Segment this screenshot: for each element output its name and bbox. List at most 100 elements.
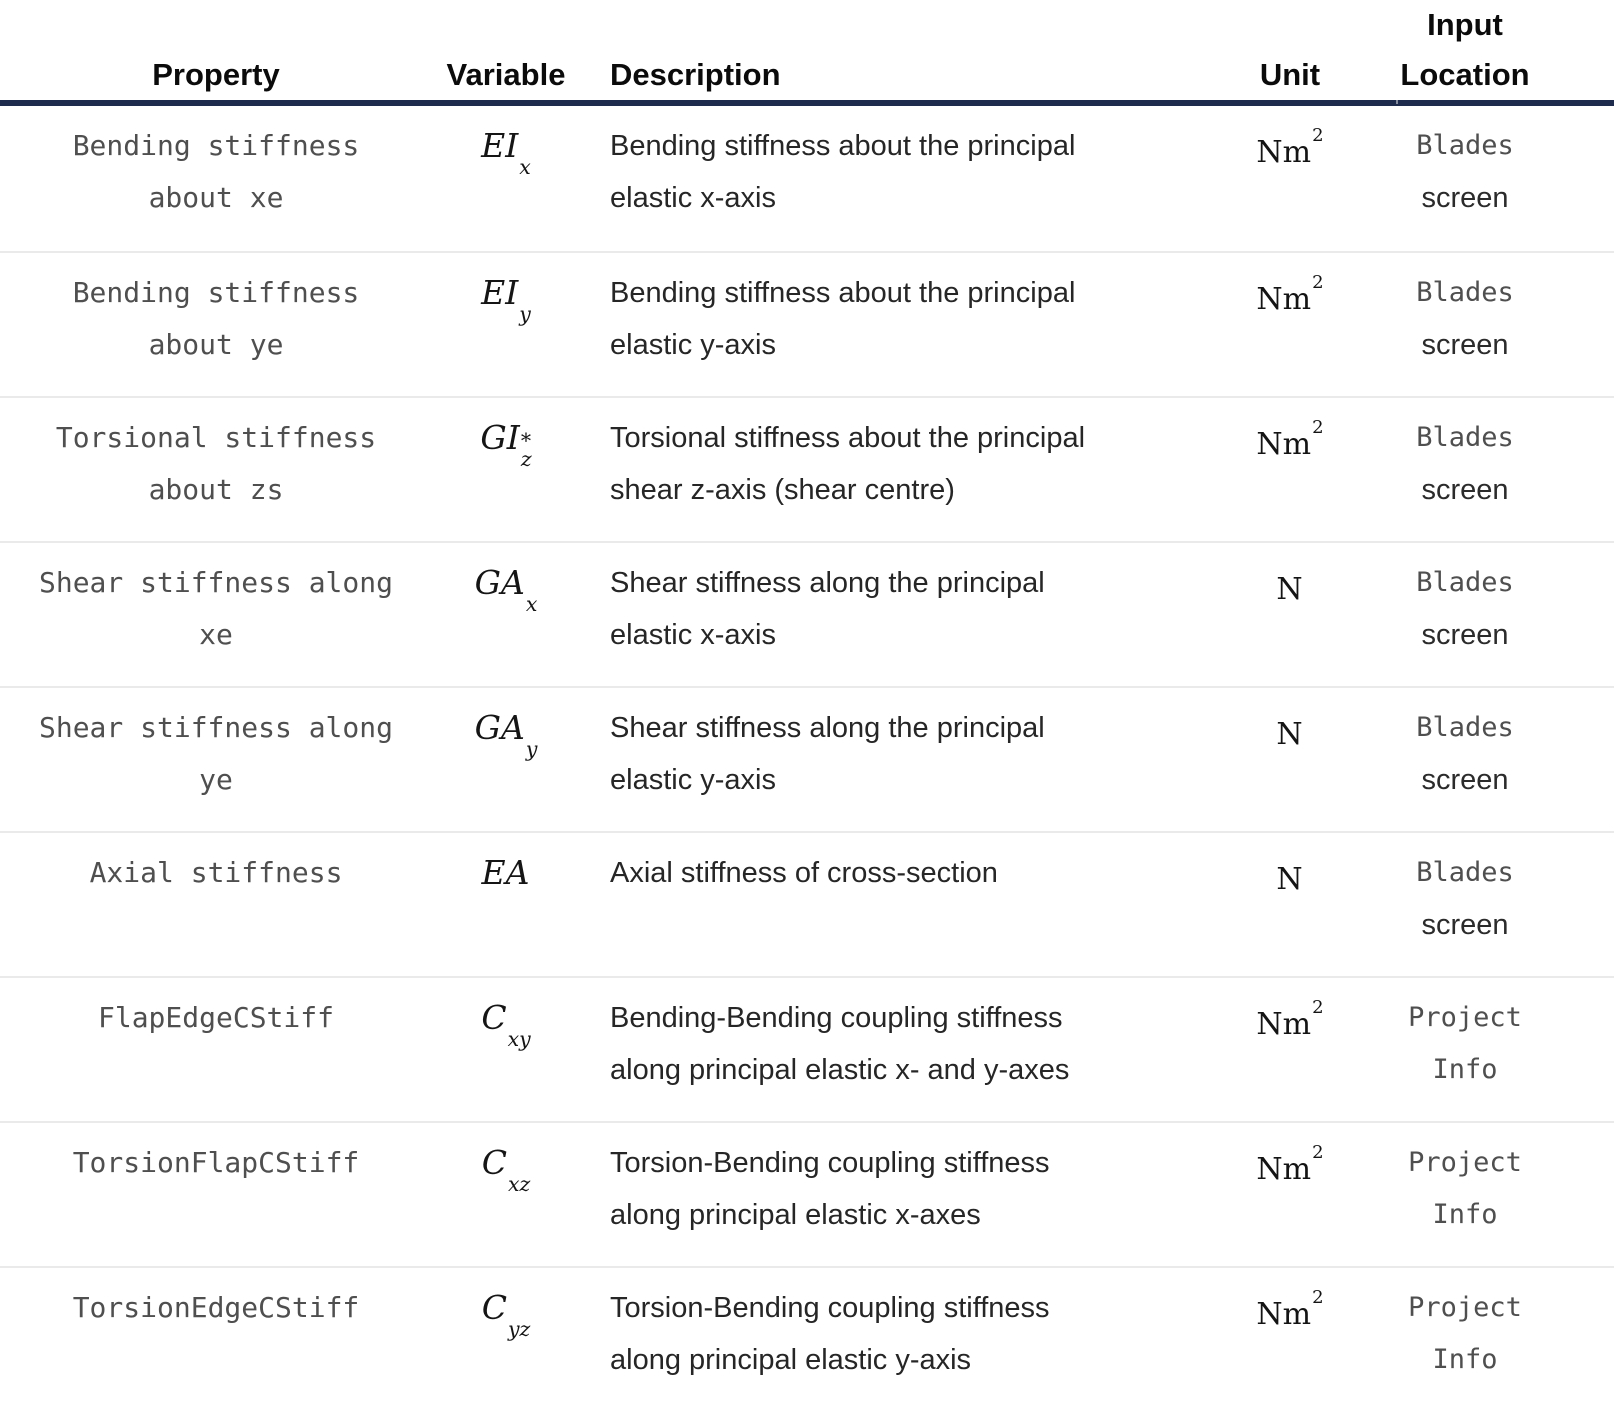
table-header-row: Property Variable Description Unit Input… <box>0 0 1614 100</box>
column-header-unit: Unit <box>1259 57 1321 92</box>
location-secondary: screen <box>1421 182 1509 214</box>
variable-base: EI <box>481 273 519 312</box>
unit-cell: N <box>1220 847 1360 966</box>
variable-scripts: * z <box>520 431 532 471</box>
unit-value: Nm2 <box>1256 125 1323 170</box>
unit-base: Nm <box>1256 1297 1312 1332</box>
unit-exponent: 2 <box>1312 272 1324 294</box>
location-primary: Blades <box>1416 130 1514 161</box>
unit-base: Nm <box>1256 427 1312 462</box>
property-cell: Axial stiffness <box>89 856 343 889</box>
variable-subscript: z <box>520 446 532 471</box>
location-primary: Project <box>1408 1292 1522 1323</box>
unit-exponent: 2 <box>1312 1287 1324 1309</box>
input-location-cell: Project Info <box>1360 992 1614 1111</box>
table-row: Shear stiffness along ye GA y Shear stiff… <box>0 686 1614 831</box>
property-cell: Bending stiffness about xe <box>72 129 360 214</box>
unit-value: Nm2 <box>1256 1142 1323 1187</box>
unit-cell: Nm2 <box>1220 412 1360 531</box>
location-primary: Project <box>1408 1002 1522 1033</box>
unit-value: Nm2 <box>1256 417 1323 462</box>
unit-cell: Nm2 <box>1220 1282 1360 1401</box>
column-header-description: Description <box>610 57 781 92</box>
variable-subscript: yz <box>507 1316 531 1341</box>
location-secondary: screen <box>1421 474 1509 506</box>
property-cell: Bending stiffness about ye <box>72 276 360 361</box>
unit-exponent: 2 <box>1312 997 1324 1019</box>
variable-cell: EA <box>432 847 580 966</box>
variable-cell: GA y <box>432 702 580 821</box>
location-secondary: Info <box>1432 1199 1498 1230</box>
unit-base: Nm <box>1256 282 1312 317</box>
variable-scripts: y <box>526 738 538 759</box>
unit-cell: Nm2 <box>1220 120 1360 241</box>
table-row: Axial stiffness EA Axial stiffness of cr… <box>0 831 1614 976</box>
description-cell: Bending stiffness about the principal el… <box>610 277 1076 361</box>
input-location-cell: Blades screen <box>1360 120 1614 241</box>
variable-symbol: GA x <box>474 563 538 614</box>
variable-symbol: GI * z <box>480 418 531 469</box>
table-body: Bending stiffness about xe EI x Bending s… <box>0 106 1614 1411</box>
unit-base: N <box>1276 717 1303 752</box>
variable-cell: GI * z <box>432 412 580 531</box>
variable-cell: EI x <box>432 120 580 241</box>
column-header-property: Property <box>152 57 280 92</box>
variable-base: GA <box>474 708 525 747</box>
property-cell: FlapEdgeCStiff <box>97 1001 334 1034</box>
unit-base: Nm <box>1256 135 1312 170</box>
unit-exponent: 2 <box>1312 1142 1324 1164</box>
variable-base: C <box>481 1288 507 1327</box>
location-primary: Project <box>1408 1147 1522 1178</box>
variable-cell: GA x <box>432 557 580 676</box>
header-rule-column-seam <box>1396 100 1398 104</box>
property-cell: Shear stiffness along ye <box>38 711 393 796</box>
variable-base: EA <box>481 853 530 892</box>
description-cell: Shear stiffness along the principal elas… <box>610 567 1045 651</box>
variable-symbol: GA y <box>474 708 538 759</box>
variable-subscript: x <box>525 591 538 616</box>
variable-subscript: xz <box>507 1171 531 1196</box>
location-secondary: Info <box>1432 1344 1498 1375</box>
variable-scripts: x <box>525 591 538 616</box>
variable-symbol: EA <box>482 853 531 892</box>
unit-cell: Nm2 <box>1220 267 1360 386</box>
variable-base: C <box>481 998 507 1037</box>
property-cell: TorsionFlapCStiff <box>72 1146 360 1179</box>
variable-base: EI <box>481 126 519 165</box>
location-secondary: screen <box>1421 619 1509 651</box>
unit-base: N <box>1276 862 1303 897</box>
variable-scripts: x <box>519 154 531 179</box>
location-primary: Blades <box>1416 712 1514 743</box>
description-cell: Axial stiffness of cross-section <box>610 857 998 889</box>
input-location-cell: Project Info <box>1360 1282 1614 1401</box>
location-primary: Blades <box>1416 567 1514 598</box>
unit-exponent: 2 <box>1312 125 1324 147</box>
input-location-cell: Blades screen <box>1360 412 1614 531</box>
property-cell: Shear stiffness along xe <box>38 566 393 651</box>
location-primary: Blades <box>1416 277 1514 308</box>
input-location-cell: Blades screen <box>1360 557 1614 676</box>
input-location-cell: Blades screen <box>1360 847 1614 966</box>
unit-value: Nm2 <box>1256 1287 1323 1332</box>
unit-value: Nm2 <box>1256 997 1323 1042</box>
unit-cell: Nm2 <box>1220 992 1360 1111</box>
variable-base: C <box>481 1143 507 1182</box>
property-cell: TorsionEdgeCStiff <box>72 1291 360 1324</box>
table-row: Bending stiffness about xe EI x Bending s… <box>0 106 1614 251</box>
variable-subscript: y <box>519 301 531 326</box>
unit-value: N <box>1276 862 1303 897</box>
variable-scripts: xy <box>508 1028 531 1049</box>
variable-scripts: y <box>519 301 531 326</box>
variable-base: GA <box>474 563 525 602</box>
location-secondary: Info <box>1432 1054 1498 1085</box>
table-row: Bending stiffness about ye EI y Bending s… <box>0 251 1614 396</box>
description-cell: Bending stiffness about the principal el… <box>610 130 1076 214</box>
unit-base: N <box>1276 572 1303 607</box>
variable-subscript: x <box>519 154 531 179</box>
